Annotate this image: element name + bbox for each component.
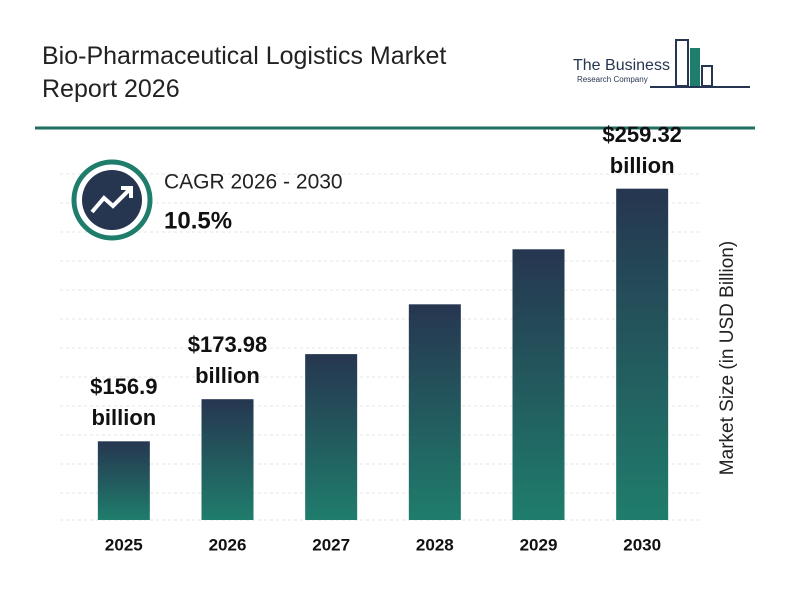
y-axis-label: Market Size (in USD Billion): [717, 241, 738, 475]
x-tick-label: 2026: [209, 535, 247, 554]
bar: [97, 441, 150, 520]
cagr-value: 10.5%: [164, 207, 232, 234]
cagr-icon-inner: [82, 170, 142, 230]
bar: [512, 249, 565, 521]
bar: [305, 354, 358, 520]
bar: [408, 304, 461, 520]
logo-text: The Business: [573, 57, 670, 74]
x-tick-label: 2030: [623, 535, 661, 554]
x-tick-label: 2027: [312, 535, 350, 554]
logo-subtext: Research Company: [577, 75, 648, 84]
cagr-arrow-head: [121, 186, 133, 198]
bar: [616, 188, 669, 520]
cagr-label: CAGR 2026 - 2030: [164, 171, 343, 194]
value-label: $259.32 billion: [602, 121, 682, 178]
value-label: $156.9 billion: [90, 374, 158, 431]
cagr-arrow: [90, 186, 133, 214]
title: Bio-Pharmaceutical Logistics Market Repo…: [42, 42, 447, 103]
logo: [650, 39, 750, 88]
x-tick-label: 2028: [416, 535, 454, 554]
value-label: $173.98 billion: [187, 332, 268, 389]
grid: [60, 173, 700, 521]
bar: [201, 399, 254, 520]
x-tick-label: 2029: [520, 535, 558, 554]
x-tick-label: 2025: [105, 535, 143, 554]
